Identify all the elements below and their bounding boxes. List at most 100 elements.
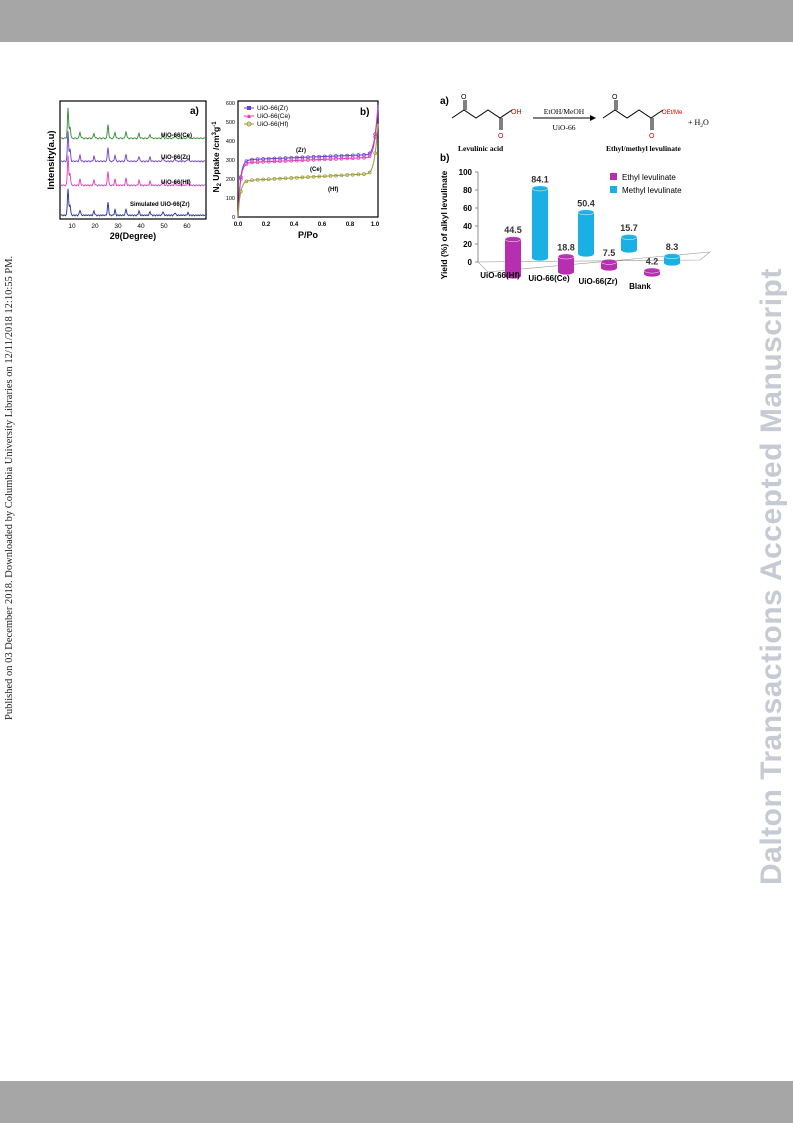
iso-curve-marker [289,158,294,163]
iso-curve-marker [317,157,322,162]
iso-annotation-hf: (Hf) [328,187,338,193]
iso-curve-line [237,123,379,218]
legend-swatch-methyl [610,186,617,193]
xrd-ylabel: Intensity(a.u) [46,130,57,189]
iso-ytick: 400 [226,139,235,145]
xrd-trace-line [60,131,206,163]
chart-category-label: UiO-66(Hf) [480,271,520,280]
isotherm-panel: b) N2 Uptake /cm3g-1 0 100 200 300 400 5… [211,100,380,240]
iso-curve-marker [278,176,282,181]
iso-curve-marker [334,173,338,178]
iso-ytick: 100 [226,196,235,202]
iso-curve-line [237,104,379,218]
iso-ytick: 500 [226,120,235,126]
iso-curve-marker [350,172,355,177]
iso-curve-marker [334,157,338,161]
iso-curve-marker [328,157,333,161]
iso-curve-marker [356,156,361,160]
bar-methyl-2 [620,234,638,253]
yield-bar-chart: b) Yield (%) of alkyl levulinate 0 20 40 60… [439,153,711,291]
iso-ytick: 300 [226,158,235,164]
legend-swatch-ethyl [610,173,617,180]
xrd-trace-line [60,107,206,140]
iso-curve-marker [255,177,260,182]
xrd-trace-line [60,188,206,217]
xrd-xtick: 40 [137,223,145,230]
iso-xticks: 0.0 0.2 0.4 0.6 0.8 1.0 [234,222,380,228]
xrd-trace-zr: UiO-66(Zr) [161,155,190,161]
iso-curve-marker [272,159,277,164]
chart-categories: UiO-66(Hf) UiO-66(Ce) UiO-66(Zr) Blank [480,271,651,291]
iso-annotation-zr: (Zr) [296,148,306,154]
iso-curve-marker [255,160,260,164]
iso-panel-label: b) [360,107,369,118]
bar-ethyl-2 [600,258,618,271]
legend-ethyl: Ethyl levulinate [622,173,676,182]
iso-curve-marker [356,172,361,177]
bar-ethyl-1 [557,253,575,275]
iso-xtick: 0.4 [290,222,299,228]
iso-curve-marker [345,156,350,161]
iso-curve-marker [289,176,294,180]
bar-ethyl-0 [504,236,522,279]
scheme-catalyst: UiO-66 [553,123,576,132]
chart-ytick: 20 [463,240,472,249]
reaction-scheme: a) O O OH EtOH/MeOH UiO-66 O O OEt/Me + … [440,94,709,153]
iso-curve-marker [311,174,316,179]
iso-curve-marker [300,175,305,180]
scheme-reagent: EtOH/MeOH [544,107,585,116]
scheme-o-1: O [461,94,467,101]
scheme-product-name: Ethyl/methyl levulinate [606,144,681,153]
iso-yticks: 0 100 200 300 400 500 600 [226,101,235,221]
chart-yticks: 0 20 40 60 80 100 [459,168,478,267]
xrd-frame [59,100,207,220]
chart-ytick: 100 [459,168,473,177]
scheme-reactant-name: Levulinic acid [458,144,504,153]
iso-legend: UiO-66(Zr) UiO-66(Ce) UiO-66(Hf) [244,105,290,128]
scheme-water: + H2O [688,118,709,129]
scheme-o-3: O [612,94,618,101]
chart-ytick: 80 [463,186,472,195]
xrd-xticks: 10 20 30 40 50 60 [68,223,191,230]
xrd-traces [60,107,206,217]
chart-data-labels: 44.5 18.8 7.5 4.2 84.1 50.4 15.7 8.3 [504,174,678,266]
iso-curve-marker [272,177,277,181]
iso-curve-marker [306,158,310,162]
chart-category-label: UiO-66(Ce) [528,274,570,283]
xrd-trace-ce: UiO-66(Ce) [161,133,192,139]
publication-note: Published on 03 December 2018. Downloade… [4,255,15,720]
iso-xtick: 0.2 [262,222,271,228]
iso-curve-line [237,107,379,218]
legend-methyl: Methyl levulinate [622,186,682,195]
chart-ytick: 40 [463,222,472,231]
iso-legend-ce: UiO-66(Ce) [257,113,290,120]
scheme-o-4: O [649,133,655,140]
iso-curve-marker [322,157,327,162]
xrd-xtick: 10 [68,223,76,230]
iso-curve-marker [266,159,271,164]
iso-curve-marker [250,160,254,165]
xrd-xtick: 20 [91,223,99,230]
scheme-oet: OEt/Me [662,110,683,116]
data-label-ethyl: 7.5 [603,248,616,258]
iso-xtick: 0.0 [234,222,243,228]
iso-curve-marker [294,175,299,180]
bar-methyl-0 [531,185,549,261]
iso-ytick: 200 [226,177,235,183]
iso-curve-marker [238,189,243,194]
data-label-methyl: 84.1 [531,174,549,184]
iso-curve-marker [250,178,254,183]
xrd-xlabel: 2θ(Degree) [110,231,156,241]
xrd-xtick: 30 [114,223,122,230]
iso-curve-marker [300,158,305,163]
data-label-methyl: 15.7 [620,223,638,233]
iso-curve-marker [306,175,310,179]
xrd-xtick: 60 [183,223,191,230]
iso-curve-marker [317,174,322,179]
iso-curve-marker [328,174,333,178]
data-label-methyl: 50.4 [577,198,595,208]
iso-legend-zr: UiO-66(Zr) [257,105,288,112]
xrd-xtick: 50 [160,223,168,230]
iso-xtick: 0.6 [318,222,327,228]
top-band [0,0,793,42]
